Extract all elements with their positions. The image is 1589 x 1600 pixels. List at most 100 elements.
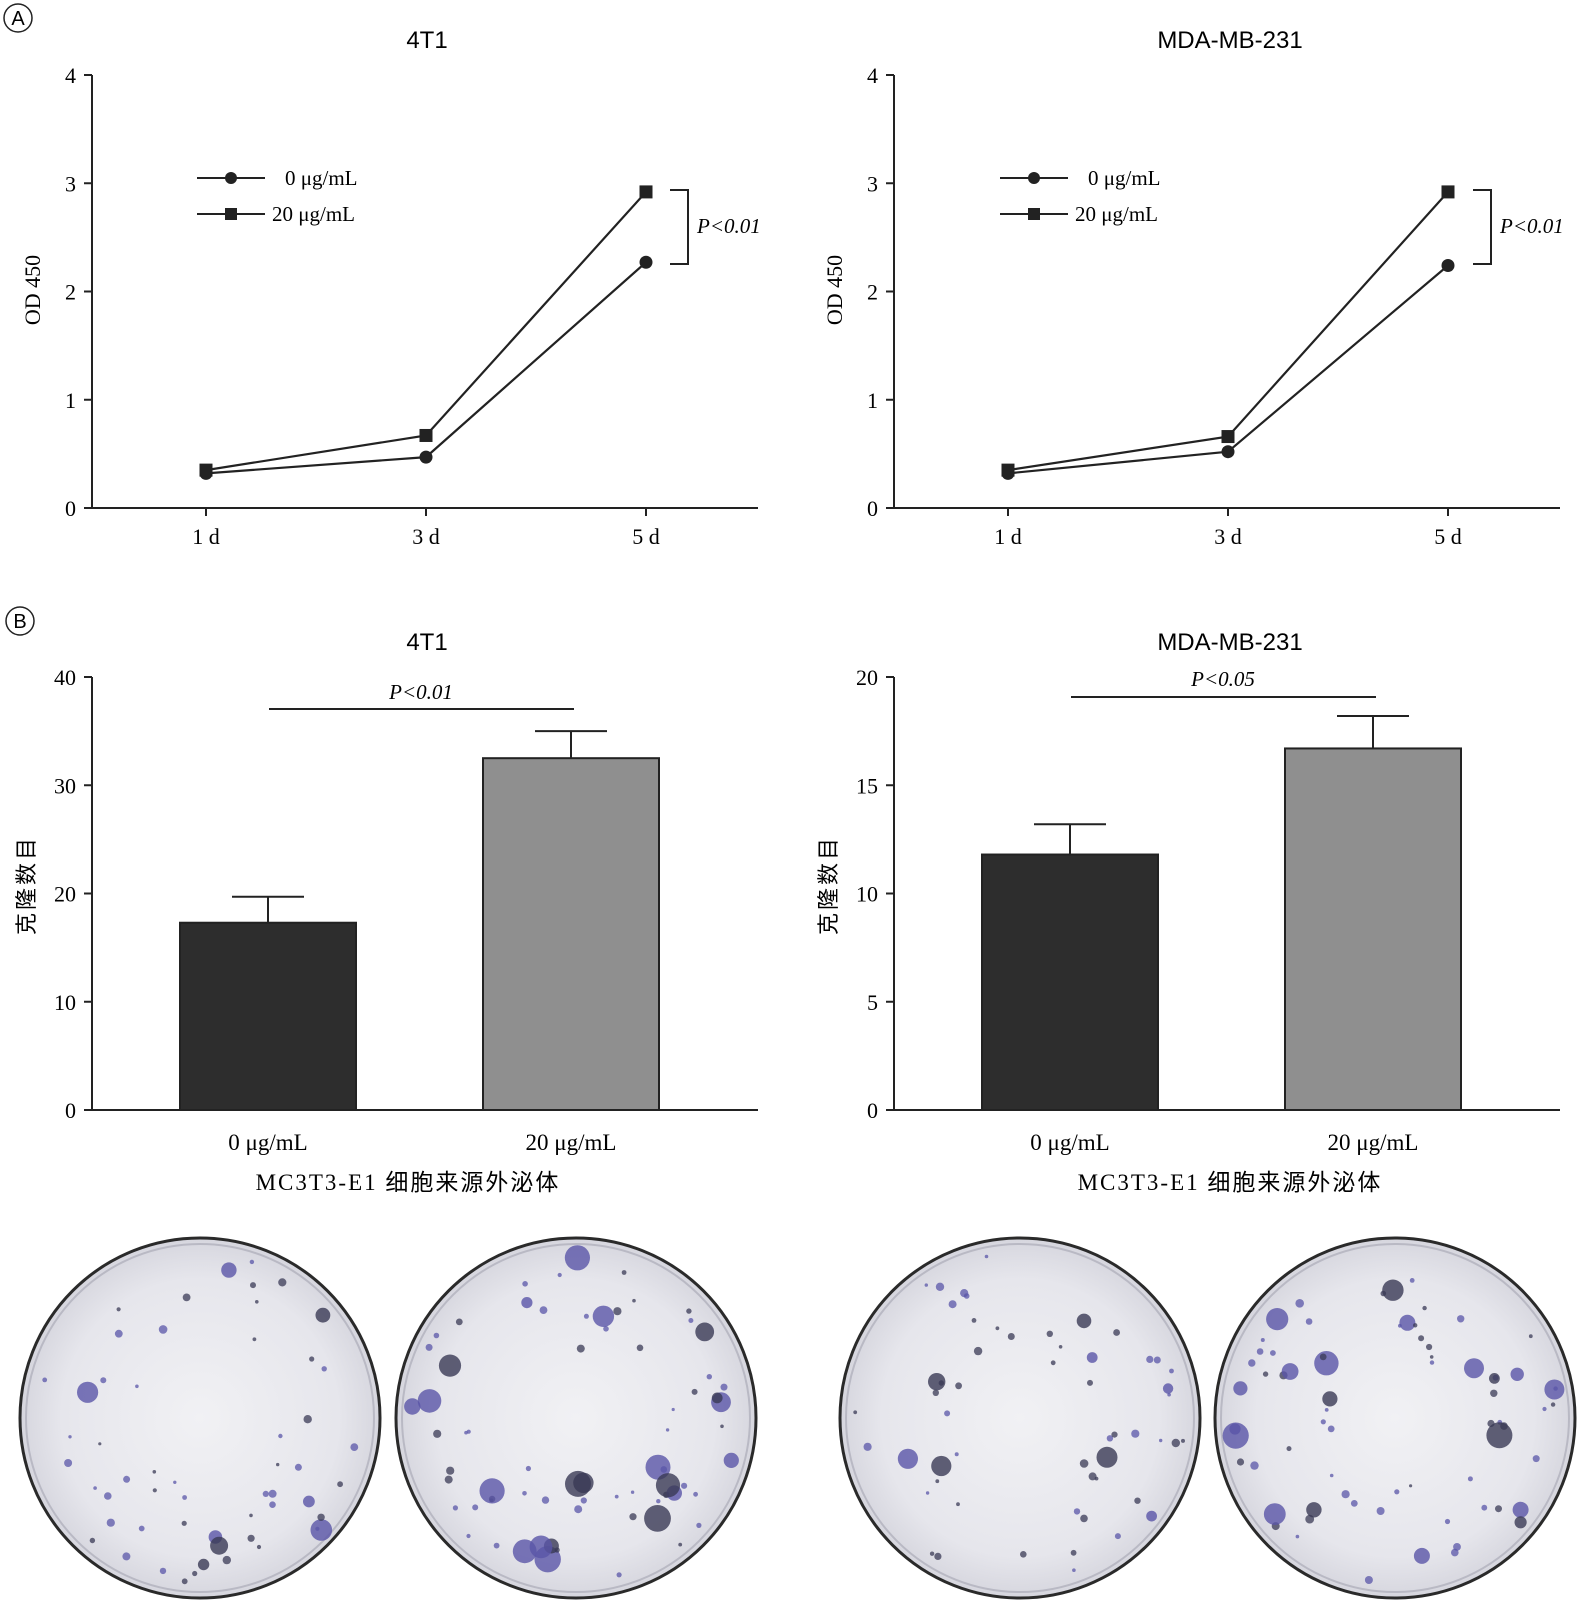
colony	[249, 1513, 253, 1518]
series-line	[205, 191, 647, 472]
y-tick-label: 10	[856, 882, 878, 907]
colony	[337, 1481, 343, 1488]
x-axis-label: MC3T3-E1 细胞来源外泌体	[1078, 1170, 1383, 1195]
panel-label-a-text: A	[11, 8, 25, 30]
colony	[660, 1466, 668, 1473]
colony	[925, 1491, 930, 1495]
colony	[1088, 1472, 1097, 1481]
colony	[973, 1346, 983, 1356]
colony	[182, 1293, 191, 1302]
colony	[1500, 1422, 1508, 1430]
significance-label: P<0.01	[388, 680, 453, 704]
x-category-label: 0 μg/mL	[228, 1130, 307, 1155]
colony	[1512, 1501, 1529, 1518]
colony	[438, 1354, 462, 1377]
colony	[1320, 1419, 1326, 1425]
colony	[863, 1442, 872, 1451]
colony	[247, 1534, 255, 1542]
data-point-square	[1441, 185, 1455, 199]
colony-dish	[1213, 1236, 1577, 1600]
colony	[929, 1551, 935, 1556]
colony	[210, 1536, 229, 1555]
colony	[613, 1307, 622, 1316]
colony	[995, 1326, 1000, 1331]
colony	[1314, 1351, 1339, 1376]
colony	[317, 1513, 325, 1522]
chart-title: MDA-MB-231	[1157, 27, 1302, 54]
colony	[720, 1383, 728, 1391]
y-axis-label: 克隆数目	[14, 835, 39, 935]
colony	[984, 1254, 989, 1259]
colony	[1542, 1406, 1547, 1412]
colony	[1079, 1459, 1089, 1468]
significance-label: P<0.01	[1499, 214, 1564, 238]
colony	[1248, 1359, 1256, 1367]
colony	[1167, 1392, 1171, 1397]
y-tick-label: 20	[856, 665, 878, 690]
colony	[444, 1475, 453, 1484]
colony	[1550, 1402, 1556, 1407]
panel-label-a: A	[3, 3, 33, 33]
x-tick-label: 1 d	[994, 524, 1022, 549]
colony	[574, 1505, 583, 1514]
colony	[1222, 1422, 1249, 1449]
x-tick-label: 3 d	[1214, 524, 1242, 549]
colony	[1422, 1305, 1427, 1311]
colony	[1481, 1504, 1488, 1511]
colony	[472, 1504, 479, 1511]
y-axis-label: 克隆数目	[816, 835, 841, 935]
colony	[1073, 1508, 1081, 1515]
colony	[1046, 1330, 1054, 1338]
colony	[934, 1552, 942, 1560]
colony	[404, 1398, 421, 1415]
colony	[1382, 1279, 1404, 1301]
colony	[1162, 1383, 1174, 1394]
colony	[932, 1389, 939, 1397]
colony	[452, 1505, 458, 1511]
colony	[455, 1318, 463, 1326]
colony	[1113, 1329, 1120, 1336]
colony	[1350, 1500, 1358, 1507]
colony	[723, 1452, 739, 1468]
colony	[955, 1382, 962, 1390]
colony	[100, 1377, 107, 1384]
colony	[181, 1520, 187, 1526]
colony	[897, 1448, 919, 1469]
bar	[179, 921, 357, 1111]
colony	[1007, 1333, 1015, 1340]
colony	[1409, 1484, 1413, 1488]
colony	[268, 1489, 277, 1498]
colony	[1295, 1534, 1300, 1539]
y-tick-label: 1	[65, 388, 76, 413]
colony	[1171, 1438, 1181, 1448]
colony	[1106, 1435, 1114, 1442]
x-tick-label: 1 d	[192, 524, 220, 549]
colony	[1305, 1318, 1313, 1325]
colony	[310, 1519, 333, 1541]
y-tick-label: 2	[65, 280, 76, 305]
colony	[1236, 1458, 1245, 1466]
colony	[433, 1332, 440, 1339]
legend: 0 μg/mL 20 μg/mL	[197, 166, 358, 226]
significance-bracket	[670, 189, 689, 265]
colony	[629, 1513, 637, 1521]
colony	[77, 1381, 99, 1403]
colony	[269, 1501, 276, 1508]
bar-chart-4t1: 4T1 克隆数目 0 10 20 30 40 0 μg/mL 20 μg/mL P<0.0…	[14, 629, 758, 1195]
data-point-square	[639, 185, 653, 199]
colony	[182, 1495, 188, 1500]
colony	[695, 1322, 715, 1342]
colony	[197, 1558, 210, 1571]
data-point-square	[1221, 430, 1235, 444]
colony	[1111, 1431, 1118, 1438]
colony	[433, 1429, 442, 1438]
y-axis-label: OD 450	[822, 255, 847, 325]
colony	[93, 1486, 97, 1490]
colony	[1399, 1314, 1416, 1331]
y-tick-label: 4	[65, 63, 76, 88]
data-point-circle	[639, 255, 653, 269]
colony	[222, 1555, 231, 1565]
colony	[1270, 1350, 1276, 1356]
data-point-square	[199, 463, 213, 477]
